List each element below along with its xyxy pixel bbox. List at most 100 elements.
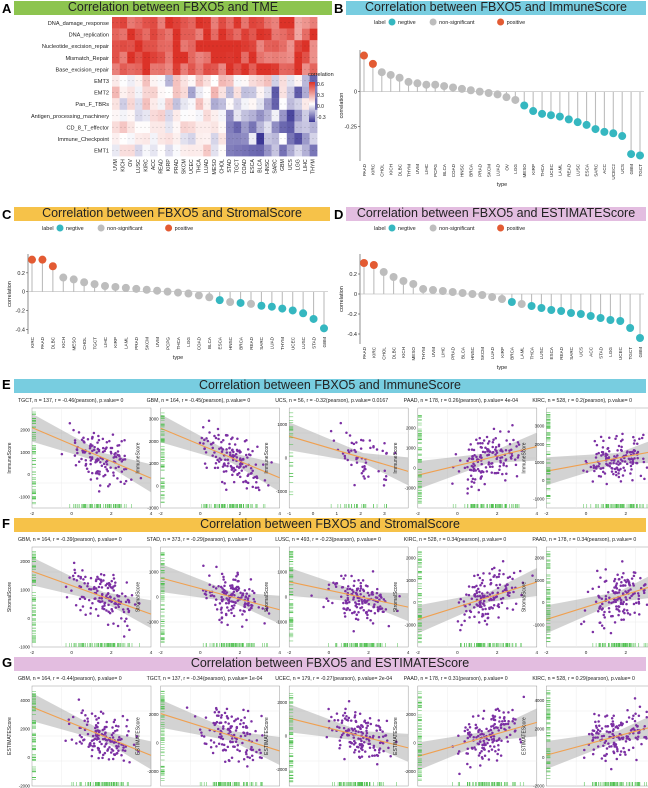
panel-f-plot-1-point xyxy=(124,600,128,604)
panel-g-plot-2-point xyxy=(261,734,264,737)
heatmap-cell xyxy=(172,75,181,87)
panel-f-plot-3-point xyxy=(327,583,331,586)
panel-d-x-tick-label: HNSC xyxy=(470,346,475,360)
panel-g-plot-1-point xyxy=(98,740,102,744)
panel-e-plot-1-point xyxy=(120,470,124,473)
panel-e-plot-1-point xyxy=(95,477,99,480)
panel-b-legend-dot xyxy=(429,18,437,26)
panel-e-plot-2-point xyxy=(256,486,260,489)
panel-g-plot-4-point xyxy=(477,714,480,718)
panel-f-plot-5-y-label: StromalScore xyxy=(521,582,527,613)
panel-g-plot-1-y-tick-label: 4000 xyxy=(20,698,30,703)
heatmap-cell xyxy=(286,98,295,110)
heatmap-cell xyxy=(248,51,257,64)
heatmap-cell xyxy=(180,17,189,29)
panel-letter-c: C xyxy=(2,207,12,222)
panel-g-plot-3-point xyxy=(353,716,356,719)
panel-f-plot-1-point xyxy=(122,610,126,614)
panel-b-point xyxy=(431,80,440,89)
panel-f-plot-2-point xyxy=(218,602,222,605)
heatmap-cell xyxy=(294,63,303,76)
panel-e-plot-4-point xyxy=(469,474,473,478)
panel-f-plot-4-point xyxy=(478,600,482,604)
panel-g-plot-3-point xyxy=(378,726,382,729)
panel-e-plot-5-confidence-band xyxy=(546,441,648,486)
panel-c-x-tick-label: UCEC xyxy=(291,336,296,350)
panel-e-plot-1-point xyxy=(88,446,92,450)
panel-f-plot-1-point xyxy=(79,608,82,612)
panel-e-plot-1-point xyxy=(106,469,110,473)
panel-e-plot-4-point xyxy=(472,448,476,452)
panel-g-plot-4-point xyxy=(505,735,509,739)
panel-g-plot-2-point xyxy=(209,745,213,749)
panel-f-plot-5-point xyxy=(642,591,646,595)
panel-g-plot-2-point xyxy=(244,734,247,738)
panel-g-plot-2-point xyxy=(238,749,241,753)
panel-f-plot-4-point xyxy=(479,584,482,587)
heatmap-cell xyxy=(157,121,166,134)
heatmap-cell xyxy=(302,51,310,64)
panel-g-plot-4-y-tick-label: -2000 xyxy=(405,769,417,774)
panel-g-plot-1-point xyxy=(77,698,81,701)
panel-g-plot-4-point xyxy=(519,741,523,744)
heatmap-cell xyxy=(180,51,189,64)
panel-f-plot-4-point xyxy=(482,602,485,606)
panel-f-plot-3-point xyxy=(379,607,382,611)
heatmap-cell xyxy=(119,109,128,122)
heatmap-cell xyxy=(165,40,173,52)
panel-g-plot-3-point xyxy=(375,724,378,727)
heatmap-cell xyxy=(256,63,265,76)
panel-f-plot-5-point xyxy=(609,631,613,635)
panel-f-plot-5-point xyxy=(616,573,619,577)
panel-d-title: Correlation between FBXO5 and ESTIMATESc… xyxy=(357,206,635,220)
panel-g-plot-2-point xyxy=(224,749,228,752)
panel-d-legend-label: non-significant xyxy=(439,226,475,232)
panel-e-plot-2-point xyxy=(208,431,211,434)
panel-g-plot-4-point xyxy=(502,722,505,726)
heatmap-cell xyxy=(142,86,151,99)
heatmap-cell xyxy=(233,144,242,157)
panel-c-x-tick-label: LUSC xyxy=(301,336,306,349)
panel-c-point xyxy=(90,280,99,289)
heatmap-cell xyxy=(150,86,158,99)
panel-e-plot-4-point xyxy=(508,442,512,446)
panel-c-x-tick-label: LUAD xyxy=(270,336,275,349)
heatmap-cell xyxy=(134,144,143,157)
panel-g-plot-4-point xyxy=(478,740,482,743)
panel-f-plot-3-point xyxy=(387,624,391,628)
heatmap-cell xyxy=(248,133,257,145)
panel-e-plot-5-point xyxy=(625,462,629,466)
heatmap-cell xyxy=(203,40,211,52)
panel-e-plot-2-point xyxy=(216,458,219,462)
heatmap-cell xyxy=(210,28,219,41)
panel-e-plot-2-point xyxy=(205,437,208,440)
panel-e-plot-4-point xyxy=(507,430,510,433)
heatmap-col-label: BLCA xyxy=(257,159,263,173)
panel-g-plot-3-subtitle: UCEC, n = 179, r = -0.27(pearson), p.val… xyxy=(275,676,392,682)
panel-e-plot-1-point xyxy=(85,467,89,471)
heatmap-cell xyxy=(203,17,211,29)
panel-f-plot-5-point xyxy=(628,583,632,587)
panel-f-plot-3-point xyxy=(346,587,349,591)
panel-f-plot-4-x-tick-label: 4 xyxy=(536,650,539,655)
panel-e-plot-1-point xyxy=(114,466,117,470)
panel-e-plot-5-point xyxy=(629,472,632,475)
heatmap-cell xyxy=(294,144,303,157)
panel-g-plot-2-point xyxy=(255,739,259,742)
panel-f-plot-4-point xyxy=(496,586,500,590)
panel-g-plot-3-point xyxy=(364,721,368,725)
heatmap-cell xyxy=(256,121,265,134)
panel-e-plot-5-point xyxy=(601,451,605,454)
panel-e-plot-2-point xyxy=(231,473,234,477)
panel-e-plot-1-point xyxy=(89,462,92,466)
panel-e-plot-1-point xyxy=(116,450,120,453)
panel-g-plot-3-point xyxy=(378,751,381,754)
panel-g-plot-1-point xyxy=(126,718,129,722)
panel-c-title-bar xyxy=(14,207,330,221)
panel-f-plot-4-point xyxy=(480,592,484,595)
panel-f-plot-5-point xyxy=(594,600,598,604)
panel-f-plot-4-point xyxy=(492,596,495,599)
panel-g-plot-3-point xyxy=(327,707,330,711)
panel-f-plot-3-point xyxy=(344,574,347,577)
panel-e-plot-3-point xyxy=(329,429,333,433)
